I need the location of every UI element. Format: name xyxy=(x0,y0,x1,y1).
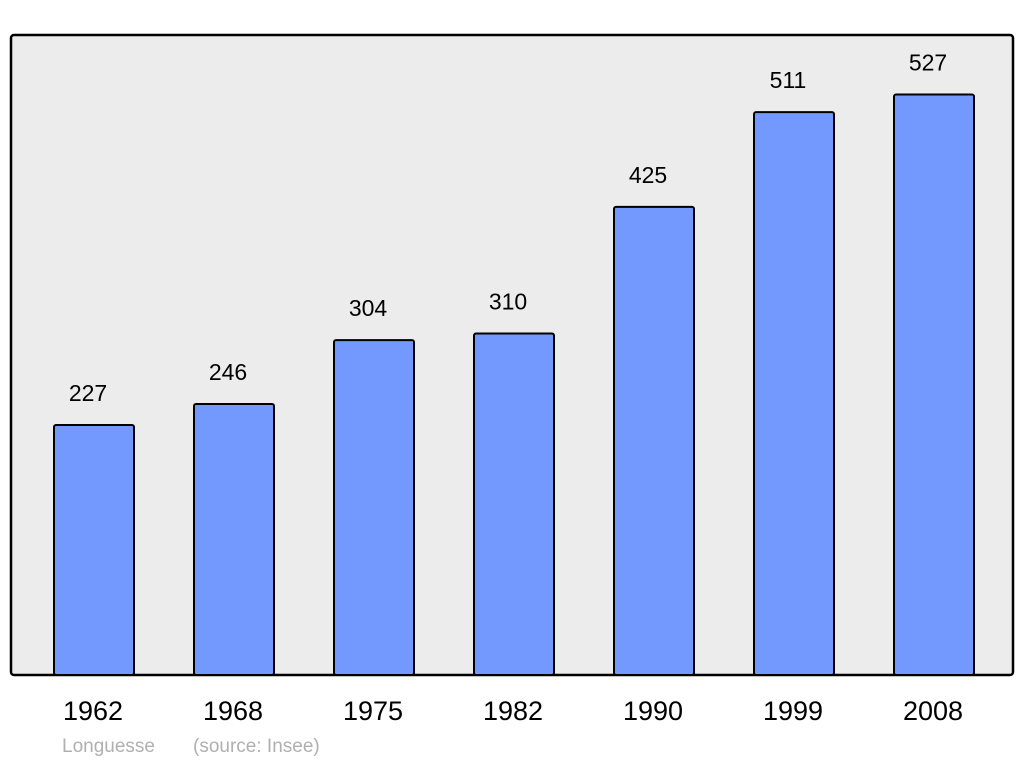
value-label: 246 xyxy=(209,359,247,385)
value-label: 227 xyxy=(69,380,107,406)
x-tick-label: 1962 xyxy=(63,696,123,726)
x-tick-label: 1982 xyxy=(483,696,543,726)
x-tick-label: 1990 xyxy=(623,696,683,726)
value-label: 304 xyxy=(349,295,388,321)
source: (source: Insee) xyxy=(193,736,320,757)
bar xyxy=(333,339,415,676)
bar xyxy=(473,332,555,676)
bar xyxy=(753,111,835,676)
x-tick-label: 1975 xyxy=(343,696,403,726)
value-label: 425 xyxy=(629,162,667,188)
bar xyxy=(613,205,695,677)
value-label: 511 xyxy=(770,67,807,93)
x-tick-label: 1999 xyxy=(763,696,823,726)
chart-title: Longuesse xyxy=(62,736,155,757)
bar xyxy=(53,423,135,676)
x-tick-label: 1968 xyxy=(203,696,263,726)
x-tick-label: 2008 xyxy=(903,696,963,726)
bar xyxy=(193,403,275,676)
bar xyxy=(893,93,975,677)
value-label: 310 xyxy=(489,289,527,315)
value-label: 527 xyxy=(909,50,947,76)
